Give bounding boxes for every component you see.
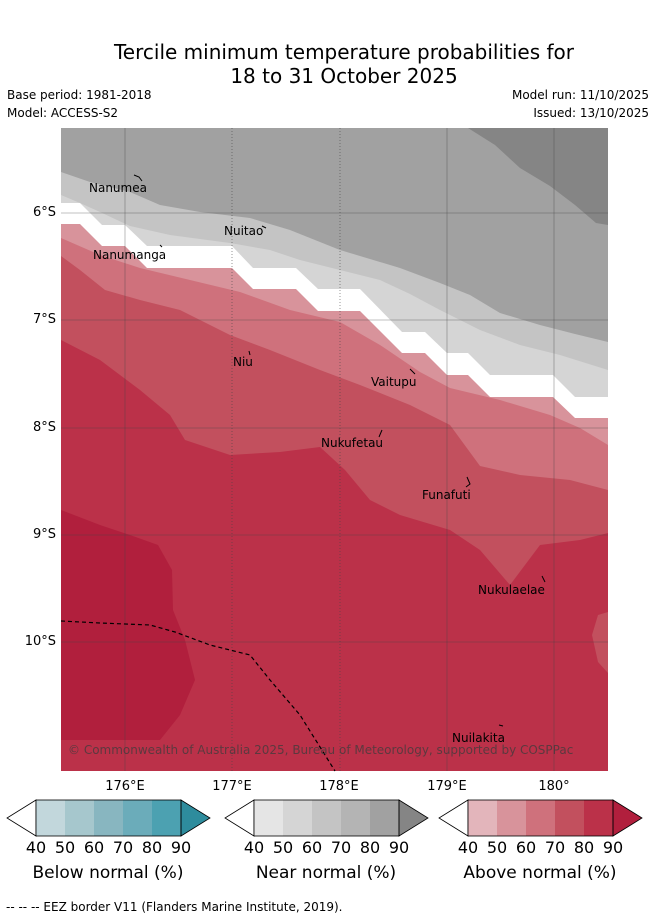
place-nanumanga: Nanumanga bbox=[93, 248, 167, 262]
place-nuilakita: Nuilakita bbox=[452, 731, 505, 745]
colorbar-below-80 bbox=[123, 800, 152, 836]
title-line-2: 18 to 31 October 2025 bbox=[230, 64, 458, 88]
eez-footnote: -- -- -- EEZ border V11 (Flanders Marine… bbox=[6, 900, 343, 914]
map-plot-area bbox=[61, 128, 608, 771]
tick-label: 40 bbox=[25, 838, 47, 857]
place-nukulaelae: Nukulaelae bbox=[478, 583, 545, 597]
tick-label: 50 bbox=[272, 838, 294, 857]
lon-label-180: 180° bbox=[538, 779, 570, 794]
colorbar-above-70 bbox=[526, 800, 555, 836]
colorbar-below-title: Below normal (%) bbox=[32, 863, 184, 883]
zone-near-90 bbox=[468, 128, 608, 225]
dotted-gridlines bbox=[231, 128, 341, 771]
colorbar-below-normal bbox=[6, 799, 211, 837]
colorbar-above-over bbox=[612, 799, 643, 837]
colorbar-near-title: Near normal (%) bbox=[255, 863, 397, 883]
lon-label-179e: 179°E bbox=[427, 779, 467, 794]
colorbar-near-90 bbox=[370, 800, 399, 836]
lat-label-8s: 8°S bbox=[32, 420, 56, 435]
tick-label: 50 bbox=[54, 838, 76, 857]
colorbar-above-normal bbox=[438, 799, 643, 837]
tick-label: 90 bbox=[388, 838, 410, 857]
colorbar-below-40 bbox=[6, 799, 37, 837]
colorbar-near-60 bbox=[283, 800, 312, 836]
colorbar-near-normal bbox=[224, 799, 429, 837]
colorbar-near-80 bbox=[341, 800, 370, 836]
tick-label: 70 bbox=[112, 838, 134, 857]
tick-label: 40 bbox=[457, 838, 479, 857]
base-period: Base period: 1981-2018 bbox=[7, 88, 152, 102]
map-title: Tercile minimum temperature probabilitie… bbox=[0, 40, 655, 88]
colorbar-below-70 bbox=[94, 800, 123, 836]
model-run: Model run: 11/10/2025 bbox=[511, 88, 649, 102]
colorbar-near-70 bbox=[312, 800, 341, 836]
model-name: Model: ACCESS-S2 bbox=[7, 106, 119, 120]
lat-label-10s: 10°S bbox=[24, 634, 56, 649]
tick-label: 70 bbox=[330, 838, 352, 857]
place-nuitao: Nuitao bbox=[224, 224, 264, 238]
colorbar-above-50 bbox=[468, 800, 497, 836]
zone-above-80 bbox=[61, 340, 608, 771]
colorbar-below-60 bbox=[65, 800, 94, 836]
tick-label: 50 bbox=[486, 838, 508, 857]
colorbar-near-50 bbox=[254, 800, 283, 836]
zone-above-90-west bbox=[61, 510, 195, 740]
colorbar-legends bbox=[6, 799, 643, 837]
tick-label: 80 bbox=[359, 838, 381, 857]
place-niu: Niu bbox=[233, 355, 253, 369]
lat-label-6s: 6°S bbox=[32, 205, 56, 220]
lon-label-176e: 176°E bbox=[105, 779, 145, 794]
colorbar-above-90 bbox=[584, 800, 613, 836]
tick-label: 90 bbox=[602, 838, 624, 857]
zone-above-80-east-edge bbox=[592, 612, 608, 673]
place-funafuti: Funafuti bbox=[422, 488, 471, 502]
lon-label-177e: 177°E bbox=[212, 779, 252, 794]
tick-label: 70 bbox=[544, 838, 566, 857]
colorbar-near-over bbox=[398, 799, 429, 837]
place-nanumea: Nanumea bbox=[89, 181, 147, 195]
tick-label: 60 bbox=[301, 838, 323, 857]
tick-label: 80 bbox=[573, 838, 595, 857]
copyright-notice: © Commonwealth of Australia 2025, Bureau… bbox=[68, 743, 574, 757]
colorbar-above-title: Above normal (%) bbox=[463, 863, 617, 883]
colorbar-below-over bbox=[180, 799, 211, 837]
place-vaitupu: Vaitupu bbox=[371, 375, 417, 389]
tick-label: 80 bbox=[141, 838, 163, 857]
colorbar-below-90 bbox=[152, 800, 181, 836]
colorbar-above-40 bbox=[438, 799, 469, 837]
tick-label: 60 bbox=[83, 838, 105, 857]
lon-label-178e: 178°E bbox=[319, 779, 359, 794]
colorbar-near-40 bbox=[224, 799, 255, 837]
gridlines bbox=[61, 128, 608, 771]
lat-label-9s: 9°S bbox=[32, 527, 56, 542]
tick-label: 40 bbox=[243, 838, 265, 857]
tick-label: 60 bbox=[515, 838, 537, 857]
colorbar-below-50 bbox=[36, 800, 65, 836]
issued-date: Issued: 13/10/2025 bbox=[533, 106, 649, 120]
island-outlines bbox=[133, 174, 546, 727]
tick-label: 90 bbox=[170, 838, 192, 857]
colorbar-above-80 bbox=[555, 800, 584, 836]
place-nukufetau: Nukufetau bbox=[321, 436, 384, 450]
lat-label-7s: 7°S bbox=[32, 312, 56, 327]
colorbar-above-60 bbox=[497, 800, 526, 836]
title-line-1: Tercile minimum temperature probabilitie… bbox=[113, 40, 575, 64]
